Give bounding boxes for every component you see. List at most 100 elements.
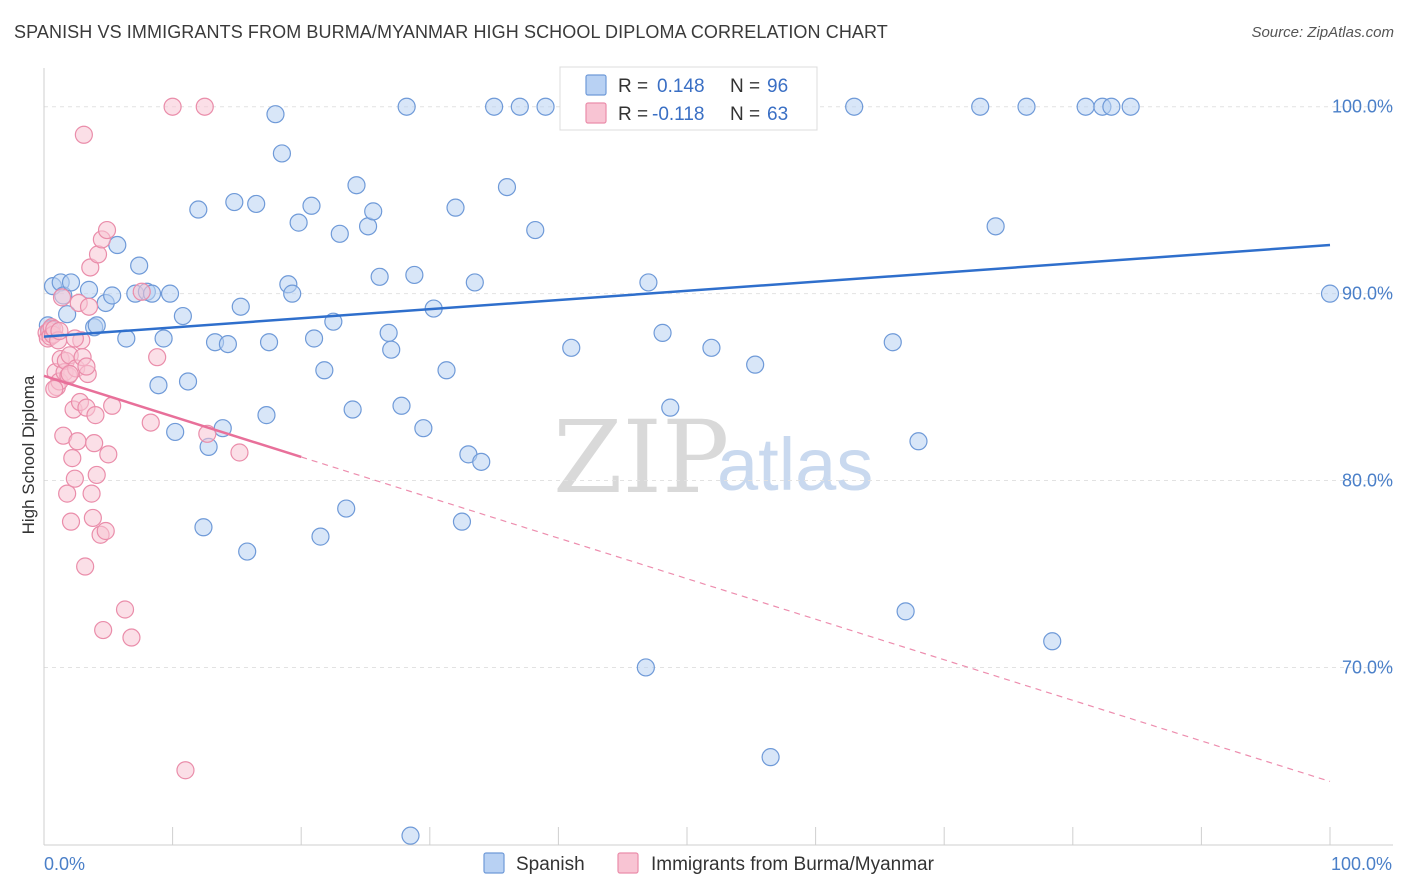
spanish-point-95	[1320, 284, 1340, 303]
burma-point-61	[60, 364, 79, 384]
burma-point-23	[68, 432, 87, 451]
burma-point-29	[76, 557, 95, 576]
spanish-point-55	[392, 396, 411, 415]
spanish-point-86	[909, 432, 928, 451]
spanish-point-62	[446, 198, 465, 217]
spanish-point-75	[653, 323, 672, 342]
bottom-legend-label-burma: Immigrants from Burma/Myanmar	[651, 854, 935, 875]
spanish-point-30	[225, 192, 244, 212]
spanish-point-56	[397, 97, 416, 116]
spanish-point-34	[257, 406, 276, 425]
spanish-point-21	[166, 422, 185, 442]
spanish-point-48	[343, 400, 362, 419]
spanish-point-52	[370, 267, 389, 286]
spanish-point-61	[437, 361, 456, 380]
y-tick-labels: 70.0% 80.0% 90.0% 100.0%	[1332, 97, 1393, 678]
spanish-point-39	[283, 284, 302, 303]
spanish-point-67	[485, 97, 504, 116]
burma-trend-line-extension	[301, 456, 1331, 783]
spanish-point-36	[266, 105, 285, 124]
burma-point-28	[74, 125, 93, 144]
spanish-point-72	[562, 338, 581, 357]
correlation-legend: R = 0.148 N = 96 R = -0.118 N = 63	[559, 66, 818, 131]
spanish-point-80	[746, 355, 765, 374]
series-legend: Spanish Immigrants from Burma/Myanmar	[483, 852, 935, 875]
spanish-point-5	[58, 305, 77, 324]
burma-point-48	[122, 628, 141, 647]
bottom-legend-swatch-spanish	[483, 852, 505, 874]
legend-swatch-spanish	[585, 74, 607, 96]
spanish-point-82	[761, 748, 780, 767]
spanish-point-74	[636, 658, 655, 677]
spanish-point-69	[510, 97, 529, 116]
y-tick-label-80: 80.0%	[1342, 471, 1393, 491]
watermark-zip: ZIP	[553, 399, 729, 516]
spanish-point-71	[536, 97, 555, 116]
trend-lines	[43, 243, 1331, 783]
spanish-point-15	[130, 256, 149, 275]
burma-point-60	[77, 357, 96, 376]
burma-point-32	[79, 297, 99, 316]
spanish-point-54	[382, 340, 401, 359]
spanish-point-59	[414, 419, 433, 438]
spanish-point-35	[259, 333, 279, 352]
watermark-atlas: atlas	[717, 423, 873, 506]
burma-point-53	[176, 761, 195, 780]
burma-point-38	[87, 465, 106, 485]
spanish-trend-line	[43, 243, 1331, 338]
spanish-point-40	[289, 213, 308, 232]
spanish-point-85	[896, 602, 915, 621]
spanish-point-83	[845, 97, 864, 116]
spanish-point-49	[347, 176, 366, 195]
spanish-point-29	[218, 334, 237, 354]
spanish-point-18	[149, 376, 168, 395]
spanish-point-51	[364, 202, 383, 221]
spanish-point-91	[1076, 97, 1095, 116]
spanish-point-41	[302, 196, 321, 215]
burma-point-39	[88, 245, 108, 264]
burma-point-49	[132, 282, 151, 301]
legend-n-label-burma: N =	[730, 104, 760, 125]
series-burma-points	[37, 97, 249, 780]
spanish-point-12	[108, 235, 127, 255]
legend-r-label-spanish: R =	[618, 76, 648, 97]
spanish-point-11	[103, 286, 122, 305]
legend-r-value-spanish: 0.148	[657, 76, 705, 97]
burma-point-37	[86, 406, 105, 425]
burma-trend-line	[43, 374, 302, 459]
spanish-point-58	[401, 826, 420, 845]
bottom-legend-label-spanish: Spanish	[516, 854, 585, 875]
spanish-point-66	[472, 452, 491, 471]
y-tick-label-100: 100.0%	[1332, 97, 1393, 117]
spanish-point-84	[883, 333, 902, 352]
burma-point-19	[63, 449, 82, 468]
burma-point-51	[148, 348, 167, 367]
spanish-point-25	[194, 518, 213, 537]
legend-swatch-burma	[585, 102, 607, 124]
burma-point-43	[96, 521, 115, 541]
spanish-point-53	[379, 323, 398, 342]
burma-point-15	[58, 484, 77, 503]
spanish-point-20	[160, 284, 180, 303]
spanish-point-76	[661, 398, 680, 417]
spanish-point-24	[189, 200, 208, 219]
spanish-point-90	[1043, 632, 1062, 651]
spanish-point-37	[272, 144, 292, 163]
spanish-point-42	[304, 329, 324, 348]
spanish-point-13	[117, 329, 136, 348]
legend-n-value-spanish: 96	[767, 76, 788, 97]
source-credit: Source: ZipAtlas.com	[1251, 24, 1394, 41]
burma-point-45	[99, 445, 118, 464]
spanish-point-70	[526, 220, 545, 240]
spanish-point-43	[311, 527, 330, 546]
spanish-point-33	[247, 194, 266, 214]
spanish-point-89	[1017, 97, 1036, 116]
spanish-point-65	[465, 273, 484, 292]
bottom-legend-swatch-burma	[617, 852, 639, 874]
spanish-point-88	[986, 217, 1005, 236]
spanish-point-6	[61, 273, 81, 292]
burma-point-42	[94, 620, 113, 640]
spanish-point-63	[452, 512, 472, 531]
chart-title: SPANISH VS IMMIGRANTS FROM BURMA/MYANMAR…	[14, 22, 888, 42]
legend-n-label-spanish: N =	[730, 76, 760, 97]
